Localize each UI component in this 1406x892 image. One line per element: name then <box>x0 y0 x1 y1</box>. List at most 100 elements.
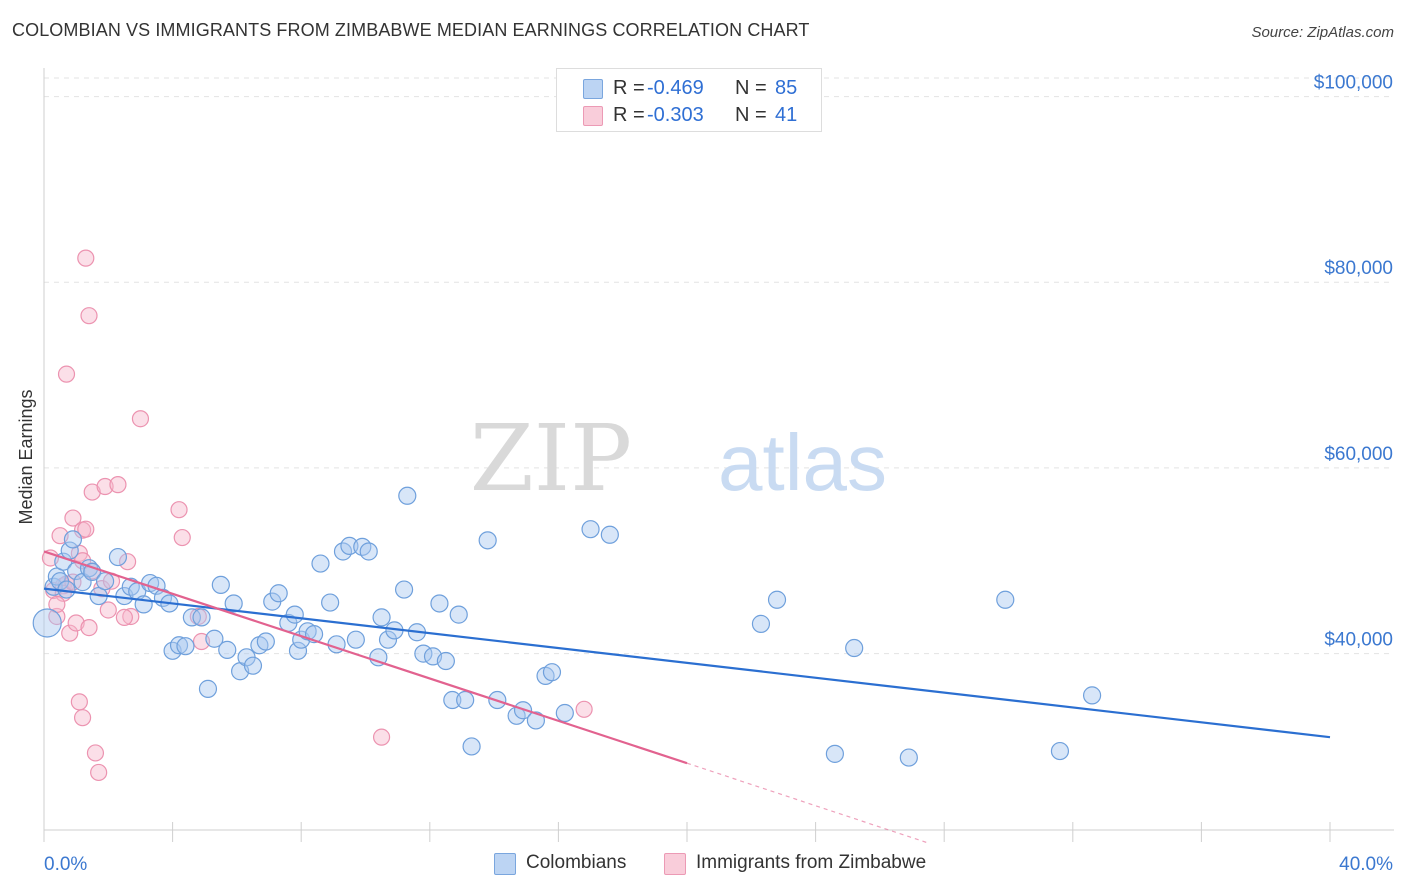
data-point-zimbabwe <box>80 619 98 637</box>
data-point-zimbabwe <box>122 607 140 626</box>
bottom-legend-swatch-blue <box>494 853 516 875</box>
data-point-colombians <box>108 547 128 567</box>
data-point-zimbabwe <box>99 601 117 619</box>
data-point-zimbabwe <box>96 477 114 496</box>
data-point-colombians <box>555 703 574 723</box>
data-point-zimbabwe <box>372 728 391 746</box>
data-point-colombians <box>285 605 304 624</box>
legend-n-value: 41 <box>775 104 798 126</box>
data-point-zimbabwe <box>77 520 95 538</box>
data-point-zimbabwe <box>575 700 593 718</box>
data-point-zimbabwe <box>64 573 82 591</box>
gridlines <box>44 77 1394 655</box>
data-point-zimbabwe <box>57 365 76 383</box>
data-point-colombians <box>224 594 243 613</box>
data-point-colombians <box>1050 741 1070 761</box>
data-point-colombians <box>63 530 83 549</box>
data-point-zimbabwe <box>115 608 133 626</box>
data-point-zimbabwe <box>170 501 188 519</box>
data-point-colombians <box>542 663 562 682</box>
data-point-colombians <box>600 525 619 544</box>
x-tick-labels: 0.0% 40.0% <box>44 854 1393 875</box>
source-label: Source: ZipAtlas.com <box>1251 24 1394 41</box>
bottom-legend-swatch-pink <box>664 853 686 875</box>
legend-n-label: N = <box>735 104 767 126</box>
y-tick-labels: $40,000 $60,000 $80,000 $100,000 <box>1314 73 1393 651</box>
data-point-colombians <box>394 580 414 599</box>
trend-lines <box>43 550 1331 844</box>
legend-n-label: N = <box>735 77 767 99</box>
legend-r-label: R = <box>613 77 645 99</box>
axes <box>43 68 1394 842</box>
data-point-colombians <box>198 679 218 698</box>
legend-swatch-blue <box>583 79 603 99</box>
data-point-colombians <box>192 608 211 627</box>
x-tick-label-min: 0.0% <box>44 854 87 875</box>
y-axis-label: Median Earnings <box>16 389 36 524</box>
chart-title: COLOMBIAN VS IMMIGRANTS FROM ZIMBABWE ME… <box>12 20 810 40</box>
x-tick-label-max: 40.0% <box>1339 854 1393 875</box>
data-point-colombians <box>767 590 787 609</box>
data-point-colombians <box>311 554 330 573</box>
data-point-zimbabwe <box>77 249 95 267</box>
data-point-colombians <box>182 608 201 627</box>
data-point-colombians <box>751 614 771 633</box>
data-point-zimbabwe <box>61 624 79 642</box>
data-point-colombians <box>359 542 378 561</box>
y-tick-label: $80,000 <box>1324 258 1393 279</box>
data-point-colombians <box>996 590 1015 609</box>
data-point-colombians <box>456 690 475 710</box>
bottom-legend-label-colombians: Colombians <box>526 852 627 873</box>
data-point-colombians <box>378 630 398 649</box>
data-point-colombians <box>436 651 455 671</box>
legend-r-label: R = <box>613 104 645 126</box>
data-point-colombians <box>1082 686 1102 705</box>
data-point-colombians <box>369 648 388 667</box>
data-point-colombians <box>288 641 308 660</box>
data-point-zimbabwe <box>131 410 150 428</box>
data-point-colombians <box>372 608 391 627</box>
data-point-colombians <box>243 656 263 675</box>
watermark-zip: ZIP <box>470 405 632 512</box>
data-point-colombians <box>32 608 62 638</box>
data-point-colombians <box>346 630 365 649</box>
data-point-zimbabwe <box>73 709 92 727</box>
data-point-colombians <box>211 575 230 595</box>
data-point-colombians <box>321 593 340 612</box>
data-point-colombians <box>478 531 497 550</box>
data-point-colombians <box>398 486 417 505</box>
data-point-colombians <box>430 594 449 613</box>
data-point-colombians <box>845 638 864 658</box>
data-point-colombians <box>462 737 481 756</box>
legend-n-value: 85 <box>775 77 798 99</box>
data-point-zimbabwe <box>80 307 98 325</box>
data-point-colombians <box>176 637 195 656</box>
legend-swatch-pink <box>583 106 603 126</box>
y-tick-label: $60,000 <box>1324 444 1393 465</box>
series-zimbabwe-points <box>41 249 593 782</box>
data-point-colombians <box>269 584 288 603</box>
data-point-zimbabwe <box>109 476 127 494</box>
data-point-colombians <box>581 520 600 539</box>
data-point-colombians <box>449 605 468 624</box>
data-point-zimbabwe <box>70 693 88 711</box>
data-point-colombians <box>340 536 359 556</box>
bottom-legend-label-zimbabwe: Immigrants from Zimbabwe <box>696 852 927 873</box>
data-point-colombians <box>443 690 462 710</box>
legend-r-value: -0.303 <box>647 104 704 126</box>
data-point-colombians <box>218 640 237 659</box>
data-point-colombians <box>205 629 224 648</box>
y-tick-label: $100,000 <box>1314 73 1393 94</box>
data-point-zimbabwe <box>90 763 108 782</box>
data-point-colombians <box>526 711 545 730</box>
trend-line-zimbabwe-extension <box>686 762 929 844</box>
data-point-zimbabwe <box>67 614 85 632</box>
data-point-zimbabwe <box>173 528 191 547</box>
data-point-zimbabwe <box>86 744 105 762</box>
data-point-zimbabwe <box>64 509 82 527</box>
trend-line-colombians <box>43 587 1331 739</box>
data-point-colombians <box>256 632 275 651</box>
data-point-colombians <box>95 572 115 591</box>
legend-r-value: -0.469 <box>647 77 704 99</box>
